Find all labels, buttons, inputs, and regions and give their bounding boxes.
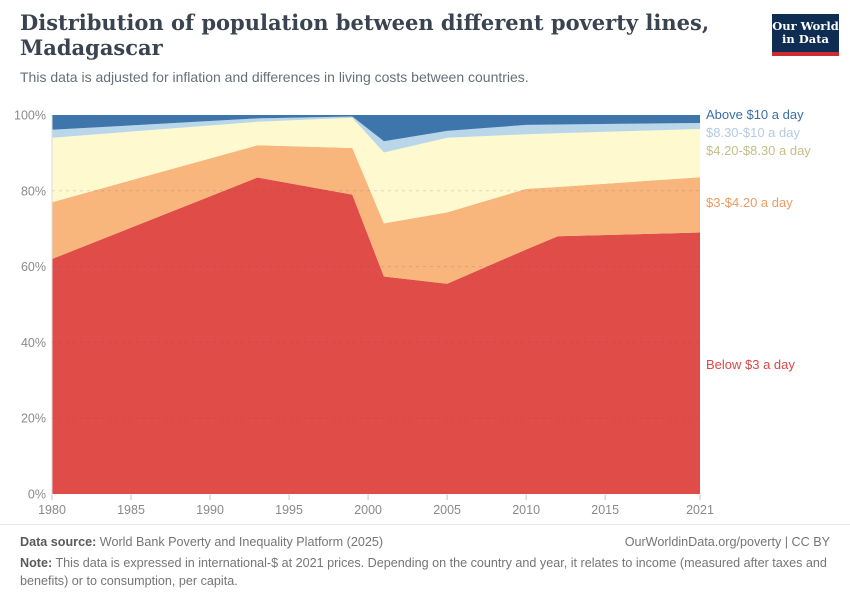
note-line: Note: This data is expressed in internat… [20, 554, 830, 590]
x-tick-label-2010: 2010 [512, 503, 540, 517]
area-series-above-10-a-day[interactable] [52, 115, 700, 142]
owid-logo-line1: Our World [772, 19, 839, 33]
legend-label-below-3[interactable]: Below $3 a day [706, 357, 795, 372]
area-series-3-4-20-a-day[interactable] [52, 145, 700, 284]
area-series-below-3-a-day[interactable] [52, 177, 700, 495]
y-tick-label-60: 60% [21, 260, 46, 274]
x-tick-label-1995: 1995 [275, 503, 303, 517]
owid-logo-line2: in Data [782, 32, 829, 46]
chart-header: Distribution of population between diffe… [20, 10, 750, 86]
x-tick-label-2015: 2015 [591, 503, 619, 517]
data-source-line: Data source: World Bank Poverty and Ineq… [20, 533, 383, 551]
x-tick-label-1980: 1980 [38, 503, 66, 517]
data-source-text: World Bank Poverty and Inequality Platfo… [96, 535, 384, 549]
y-tick-label-0: 0% [28, 488, 46, 502]
legend-label-above-10[interactable]: Above $10 a day [706, 107, 804, 122]
y-tick-label-40: 40% [21, 336, 46, 350]
y-tick-label-100: 100% [14, 109, 46, 123]
chart-footer: Data source: World Bank Poverty and Ineq… [0, 524, 850, 600]
owid-logo[interactable]: Our World in Data [772, 14, 839, 56]
y-tick-label-80: 80% [21, 184, 46, 198]
x-tick-label-2000: 2000 [354, 503, 382, 517]
chart-title: Distribution of population between diffe… [20, 10, 710, 60]
y-tick-label-20: 20% [21, 412, 46, 426]
legend-label-8-30-to-10[interactable]: $8.30-$10 a day [706, 125, 800, 140]
legend-label-4-20-to-8-30[interactable]: $4.20-$8.30 a day [706, 143, 811, 158]
note-label: Note: [20, 556, 53, 570]
area-series-4-20-8-30-a-day[interactable] [52, 117, 700, 224]
area-series-8-30-10-a-day[interactable] [52, 116, 700, 153]
x-tick-label-1990: 1990 [196, 503, 224, 517]
legend-label-3-to-4-20[interactable]: $3-$4.20 a day [706, 195, 793, 210]
note-text: This data is expressed in international-… [20, 556, 827, 588]
chart-subtitle: This data is adjusted for inflation and … [20, 69, 529, 85]
citation-link[interactable]: OurWorldinData.org/poverty | CC BY [624, 535, 830, 549]
x-tick-label-1985: 1985 [117, 503, 145, 517]
data-source-label: Data source: [20, 535, 97, 549]
x-tick-label-2021: 2021 [686, 503, 714, 517]
owid-logo-redbar [772, 52, 839, 56]
x-tick-label-2005: 2005 [433, 503, 461, 517]
